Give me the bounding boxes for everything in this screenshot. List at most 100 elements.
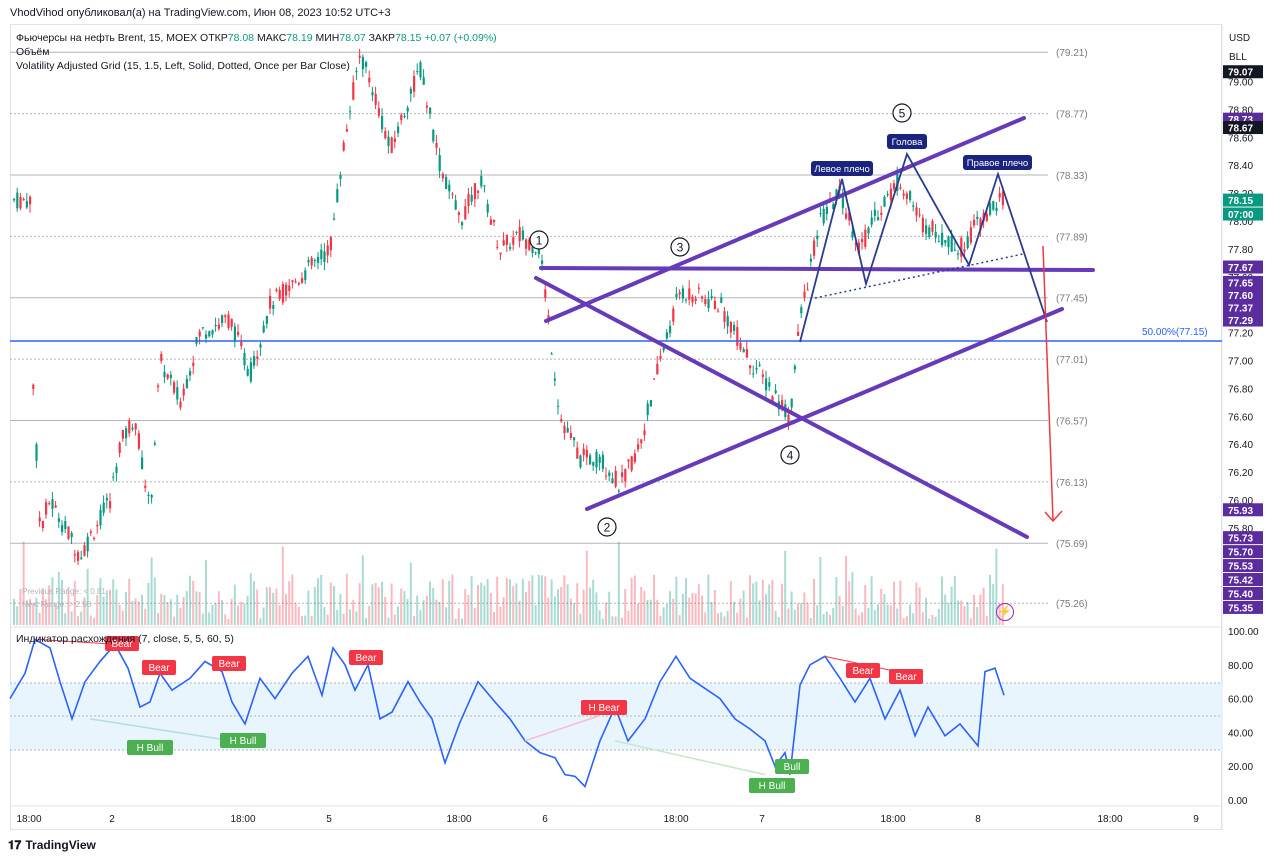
candle bbox=[361, 54, 364, 78]
volume-bar bbox=[422, 600, 425, 625]
volume-bar bbox=[742, 590, 745, 625]
volume-bar bbox=[953, 575, 956, 625]
price-tick-label: 76.00 bbox=[1228, 496, 1253, 507]
candle bbox=[29, 195, 32, 213]
volume-bar bbox=[457, 608, 460, 625]
volume-bar bbox=[841, 605, 844, 625]
volume-bar bbox=[896, 608, 899, 625]
candle bbox=[35, 442, 38, 469]
candle bbox=[720, 292, 723, 304]
volume-bar bbox=[800, 602, 803, 625]
candle bbox=[800, 304, 803, 319]
volume-bar bbox=[832, 608, 835, 625]
volume-bar bbox=[957, 600, 959, 625]
h-bull-signal: H Bull bbox=[749, 778, 795, 793]
volume-bar bbox=[262, 607, 265, 625]
wave-labels: 1 2 3 4 5 bbox=[529, 103, 912, 537]
candle bbox=[217, 318, 220, 331]
candle bbox=[157, 383, 160, 393]
price-axis: USDBLL79.0078.8078.6078.4078.2078.0077.8… bbox=[1142, 33, 1263, 807]
svg-text:07:00: 07:00 bbox=[1228, 210, 1254, 221]
oscillator: Bear Bear Bear Bear Bear Bear H Bear H Bull H Bu… bbox=[9, 636, 1005, 793]
candle bbox=[697, 283, 700, 294]
candle bbox=[614, 465, 617, 489]
volume-bar bbox=[697, 584, 700, 625]
volume-bar bbox=[109, 589, 111, 625]
volume-bar bbox=[899, 580, 902, 625]
legend-high-label: МАКС bbox=[256, 32, 287, 44]
legend-grid-indicator[interactable]: Volatility Adjusted Grid (15, 1.5, Left,… bbox=[16, 60, 350, 72]
publisher-text: VhodVihod опубликовал(а) на TradingView.… bbox=[10, 7, 391, 19]
volume-bar bbox=[585, 550, 588, 625]
volume-bar bbox=[445, 607, 447, 625]
candle bbox=[141, 450, 144, 470]
volume-bar bbox=[461, 618, 463, 625]
svg-text:Bear: Bear bbox=[895, 672, 917, 683]
volume-bar bbox=[877, 604, 879, 625]
candle bbox=[630, 456, 633, 473]
volume-bar bbox=[153, 577, 156, 625]
volume-bar bbox=[944, 594, 947, 625]
volume-bar bbox=[963, 606, 966, 625]
volume-bar bbox=[477, 585, 479, 625]
volume-bar bbox=[317, 578, 319, 625]
svg-text:78.67: 78.67 bbox=[1228, 124, 1253, 135]
candle bbox=[499, 252, 502, 261]
volume-bar bbox=[518, 600, 521, 625]
bolt-icon[interactable]: ⚡ bbox=[996, 603, 1014, 621]
volume-bar bbox=[489, 592, 492, 625]
volume-bar bbox=[662, 607, 665, 625]
svg-text:75.40: 75.40 bbox=[1228, 589, 1253, 600]
candle bbox=[345, 124, 348, 132]
candle bbox=[221, 314, 224, 328]
candle bbox=[403, 112, 406, 119]
candle bbox=[560, 414, 563, 423]
volume-bar bbox=[864, 584, 867, 625]
volume-bar bbox=[909, 604, 911, 625]
svg-text:H Bear: H Bear bbox=[588, 703, 620, 714]
volume-bar bbox=[787, 608, 790, 625]
candle bbox=[953, 241, 956, 252]
candle bbox=[681, 285, 684, 303]
candle bbox=[355, 67, 358, 80]
candle bbox=[150, 493, 153, 504]
divergence-legend[interactable]: Индикатор расхождения (7, close, 5, 5, 6… bbox=[16, 633, 234, 645]
legend-close: 78.15 bbox=[395, 32, 422, 44]
volume-bar bbox=[589, 587, 591, 625]
bear-signal: Bear bbox=[889, 669, 923, 684]
candle bbox=[435, 135, 438, 156]
candle bbox=[832, 202, 835, 210]
volume-bar bbox=[336, 609, 339, 625]
volume-bar bbox=[448, 580, 451, 625]
candle bbox=[214, 317, 217, 332]
volume-bar bbox=[950, 586, 953, 625]
volume-bar bbox=[893, 581, 895, 625]
candle bbox=[752, 365, 755, 378]
volume-bar bbox=[845, 555, 847, 625]
candle bbox=[957, 249, 960, 260]
candle bbox=[259, 341, 262, 356]
candle bbox=[198, 328, 201, 345]
candle bbox=[118, 441, 121, 458]
previous-range: Previous Range: < 0.81 bbox=[22, 587, 106, 596]
volume-bar bbox=[118, 604, 121, 625]
candle bbox=[89, 529, 92, 537]
price-tick-label: 78.00 bbox=[1228, 217, 1253, 228]
volume-bar bbox=[419, 610, 422, 625]
price-badge: 75.93 bbox=[1223, 503, 1263, 517]
legend-low-label: МИН bbox=[315, 32, 340, 44]
candle bbox=[416, 63, 419, 75]
candle bbox=[934, 223, 937, 243]
candle bbox=[371, 86, 374, 102]
candle bbox=[480, 169, 483, 189]
candle bbox=[598, 454, 601, 471]
candle bbox=[931, 218, 934, 236]
volume-bar bbox=[192, 580, 195, 625]
candle bbox=[585, 445, 588, 466]
volume-bar bbox=[185, 591, 188, 625]
candle bbox=[441, 171, 444, 182]
legend-volume[interactable]: Объём bbox=[16, 46, 50, 58]
candle bbox=[429, 107, 432, 119]
volume-bar bbox=[531, 575, 534, 625]
